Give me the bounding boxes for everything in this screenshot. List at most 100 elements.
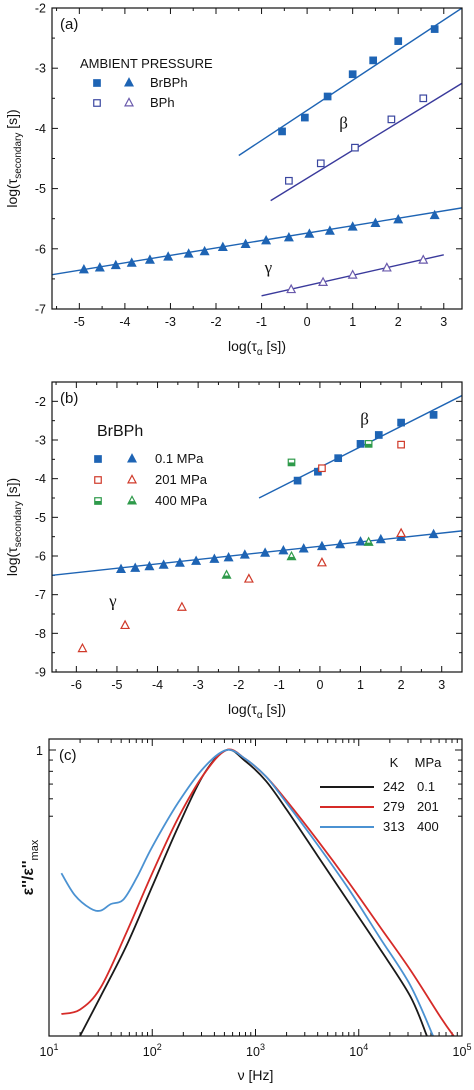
plot-frame — [51, 381, 463, 673]
x-tick-label: -5 — [111, 678, 122, 692]
y-tick-label: -2 — [35, 395, 46, 409]
legend-label: BrBPh — [150, 75, 188, 90]
x-tick-label: -3 — [165, 315, 176, 329]
x-axis-label: log(τα [s]) — [228, 338, 286, 358]
greek-annotation: β — [339, 113, 348, 132]
x-tick-label: 1 — [349, 315, 356, 329]
x-axis-label: ν [Hz] — [238, 1067, 274, 1083]
data-point — [430, 25, 439, 33]
greek-annotation: β — [360, 410, 369, 429]
y-tick-label: -2 — [35, 2, 46, 16]
x-tick-label: 2 — [398, 678, 405, 692]
legend-temperature: 313 — [383, 819, 405, 834]
series-line — [79, 748, 428, 1036]
legend-symbol — [93, 99, 101, 107]
fit-line — [270, 82, 462, 202]
data-point — [396, 527, 407, 538]
legend-symbol — [124, 97, 134, 107]
data-point — [110, 259, 121, 270]
data-point — [144, 560, 155, 571]
legend-symbol — [127, 474, 137, 484]
legend-header: MPa — [415, 755, 443, 770]
y-tick-label: -3 — [35, 434, 46, 448]
data-point — [369, 56, 378, 65]
data-point — [240, 238, 251, 249]
fit-line — [238, 8, 462, 157]
legend-label: 400 MPa — [155, 493, 208, 508]
data-point — [78, 263, 89, 274]
panel-b: -6 -5 -4 -3 -2 -1 0 1 2 3 -9 -8 -7 -6 -5 -4 -3 -2 (b) β γ BrB… — [4, 381, 463, 721]
data-point — [324, 225, 335, 235]
data-point — [370, 217, 381, 227]
legend-title: BrBPh — [97, 423, 143, 440]
y-axis-label: log(τsecondary [s]) — [4, 478, 24, 576]
data-point — [278, 127, 286, 136]
data-point — [116, 563, 127, 573]
data-point — [176, 601, 187, 611]
legend-pressure: 0.1 — [417, 779, 435, 794]
x-tick-label: -1 — [256, 315, 267, 329]
plot-frame — [48, 738, 463, 1037]
x-tick-label: 103 — [246, 1042, 265, 1059]
y-tick-label: -5 — [35, 511, 46, 525]
x-axis-label: log(τα [s]) — [228, 701, 286, 721]
data-point — [419, 94, 428, 103]
data-point — [174, 557, 185, 567]
data-point — [260, 547, 271, 557]
y-tick-label: -4 — [35, 122, 46, 136]
data-point — [429, 411, 438, 419]
y-tick-label: -6 — [35, 242, 46, 256]
data-point-fill — [364, 542, 373, 546]
data-point — [94, 262, 105, 272]
x-tick-label: -6 — [71, 678, 82, 692]
legend-label: 0.1 MPa — [155, 451, 204, 466]
panel-label: (b) — [60, 390, 78, 407]
data-point — [347, 221, 358, 231]
x-tick-label: 0 — [316, 678, 323, 692]
data-point — [428, 528, 439, 539]
data-point — [397, 418, 405, 427]
plot-frame — [51, 7, 463, 310]
y-tick-label: -8 — [35, 627, 46, 641]
data-point — [397, 440, 405, 449]
x-tick-label: 0 — [304, 315, 311, 329]
x-tick-label: -4 — [119, 315, 130, 329]
data-point — [335, 538, 346, 549]
data-point — [316, 557, 327, 567]
data-point — [381, 262, 392, 272]
y-tick-label: -4 — [35, 472, 46, 486]
legend-symbol — [93, 79, 101, 87]
panel-c: 101 102 103 104 105 1 (c) K MPa 242 0.1 279 201 313 40… — [20, 739, 471, 1083]
data-point — [318, 464, 326, 473]
legend-symbol-fill — [94, 501, 102, 505]
x-tick-label: 101 — [40, 1042, 59, 1059]
legend-pressure: 201 — [417, 799, 439, 814]
data-point — [199, 245, 210, 256]
data-point — [77, 642, 88, 653]
data-point — [298, 543, 309, 553]
greek-annotation: γ — [108, 591, 117, 610]
data-point — [300, 113, 309, 122]
data-point — [191, 555, 202, 565]
data-point — [217, 241, 228, 252]
x-tick-label: 1 — [357, 678, 364, 692]
data-point — [316, 540, 327, 551]
data-point — [356, 440, 365, 448]
legend-symbol — [94, 455, 102, 463]
x-tick-label: 104 — [349, 1042, 368, 1059]
legend-label: 201 MPa — [155, 472, 208, 487]
data-point — [183, 248, 194, 258]
x-tick-label: 102 — [143, 1042, 162, 1059]
data-point — [243, 573, 254, 583]
x-tick-label: -2 — [210, 315, 221, 329]
data-point — [393, 213, 404, 224]
data-point — [318, 276, 329, 286]
legend-temperature: 279 — [383, 799, 405, 814]
data-point — [387, 115, 396, 124]
legend-header: K — [390, 755, 399, 770]
data-point — [351, 143, 359, 152]
x-tick-label: -4 — [152, 678, 163, 692]
data-point — [286, 283, 297, 294]
plot-area — [52, 394, 462, 653]
